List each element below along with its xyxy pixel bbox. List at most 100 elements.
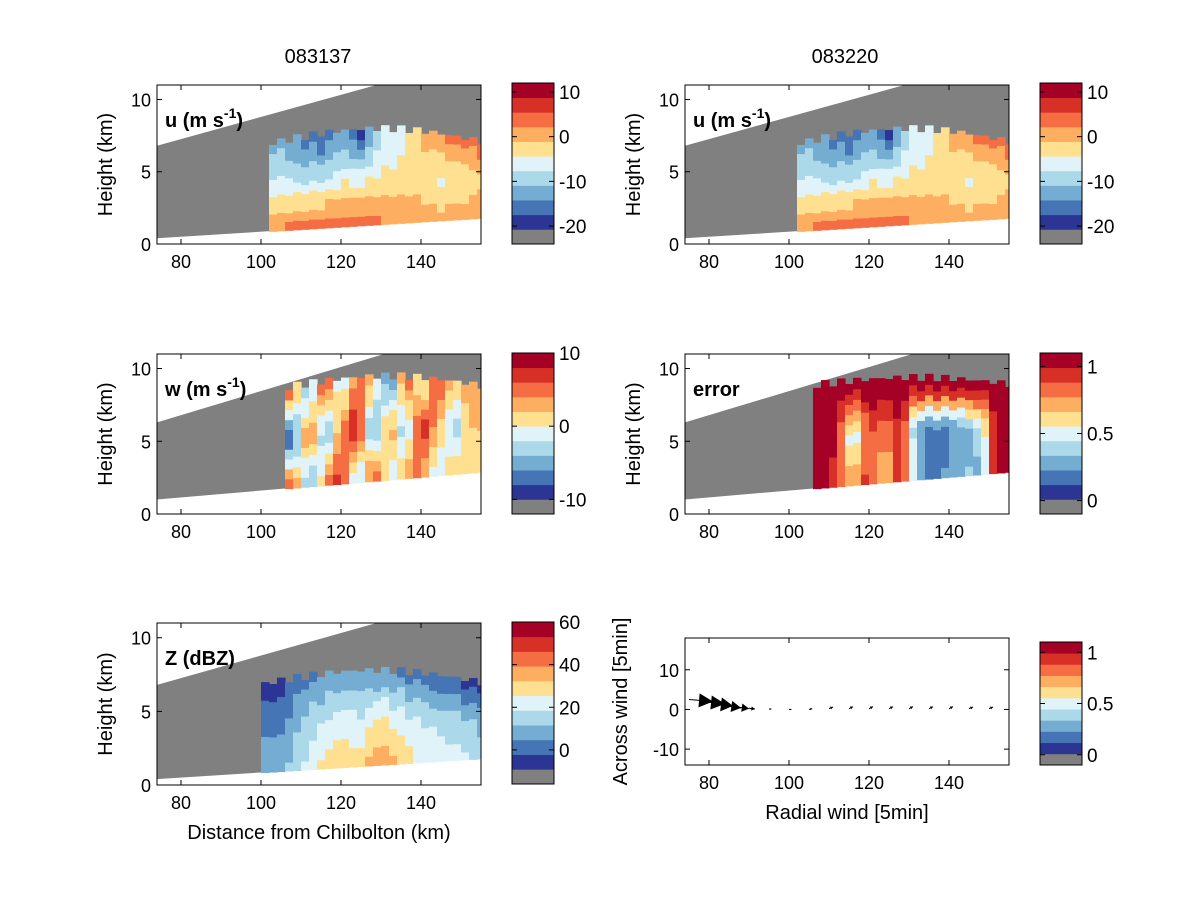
echo-cell	[805, 212, 814, 223]
echo-cell	[293, 172, 302, 183]
echo-cell	[381, 135, 390, 146]
echo-cell	[309, 400, 318, 413]
echo-cell	[861, 474, 870, 486]
echo-cell	[885, 441, 894, 452]
echo-cell	[421, 438, 430, 449]
echo-cell	[437, 186, 446, 196]
echo-cell	[397, 154, 406, 166]
echo-cell	[981, 389, 990, 400]
echo-cell	[421, 399, 430, 410]
echo-cell	[285, 700, 294, 710]
wind-arrow	[769, 708, 772, 710]
echo-cell	[389, 755, 398, 765]
echo-cell	[469, 743, 478, 752]
echo-cell	[805, 166, 814, 176]
echo-cell	[277, 212, 286, 223]
echo-cell	[389, 419, 398, 431]
echo-cell	[405, 728, 414, 738]
echo-cell	[461, 384, 470, 395]
x-tick-label: 120	[854, 773, 884, 793]
echo-cell	[797, 205, 806, 215]
echo-cell	[949, 177, 958, 188]
echo-cell	[453, 436, 462, 447]
column-title-left: 083137	[285, 46, 352, 68]
panel-label: u (m s-1)	[693, 105, 771, 132]
echo-cell	[261, 682, 270, 692]
echo-cell	[309, 189, 318, 201]
echo-cell	[477, 388, 481, 398]
colorbar: 100-10-20	[1039, 82, 1114, 245]
echo-cell	[429, 690, 438, 700]
echo-cell	[301, 148, 310, 159]
echo-cell	[973, 152, 982, 162]
echo-cell	[965, 466, 974, 477]
echo-field	[797, 125, 1009, 232]
echo-cell	[333, 217, 342, 228]
echo-cell	[869, 158, 878, 170]
echo-cell	[277, 743, 286, 754]
echo-cell	[429, 376, 438, 388]
echo-cell	[429, 406, 438, 418]
echo-cell	[341, 690, 350, 701]
echo-cell	[949, 467, 958, 478]
echo-cell	[813, 458, 822, 469]
echo-cell	[373, 728, 382, 739]
echo-cell	[293, 402, 302, 415]
echo-cell	[949, 438, 958, 449]
echo-cell	[333, 142, 342, 153]
echo-cell	[453, 418, 462, 429]
echo-cell	[445, 684, 454, 694]
echo-cell	[829, 157, 838, 168]
echo-cell	[989, 446, 998, 457]
echo-cell	[869, 441, 878, 453]
colorbar-tick-label: 20	[559, 698, 580, 719]
echo-cell	[997, 194, 1006, 204]
echo-cell	[365, 417, 374, 429]
echo-cell	[893, 471, 902, 483]
echo-cell	[453, 152, 462, 162]
echo-cell	[941, 395, 950, 407]
echo-cell	[277, 752, 286, 763]
echo-cell	[901, 215, 910, 226]
echo-cell	[941, 415, 950, 427]
echo-cell	[429, 436, 438, 447]
colorbar-segment	[1040, 709, 1082, 721]
echo-cell	[429, 456, 438, 467]
echo-cell	[909, 164, 918, 176]
echo-cell	[397, 184, 406, 195]
echo-cell	[941, 436, 950, 448]
echo-cell	[269, 179, 278, 189]
echo-cell	[357, 168, 366, 179]
echo-cell	[869, 388, 878, 400]
echo-cell	[285, 399, 294, 411]
echo-cell	[437, 466, 446, 477]
echo-cell	[293, 466, 302, 478]
echo-cell	[333, 463, 342, 475]
echo-cell	[317, 145, 326, 156]
echo-cell	[341, 377, 350, 389]
echo-cell	[389, 187, 398, 197]
echo-cell	[261, 727, 270, 737]
echo-cell	[853, 208, 862, 219]
echo-cell	[821, 201, 830, 212]
echo-cell	[461, 139, 470, 149]
echo-cell	[941, 136, 950, 147]
colorbar-segment	[1040, 141, 1082, 157]
echo-cell	[469, 137, 478, 146]
echo-cell	[293, 702, 302, 714]
echo-cell	[477, 188, 481, 197]
echo-cell	[373, 440, 382, 451]
echo-cell	[341, 441, 350, 453]
echo-cell	[381, 735, 390, 746]
x-axis-label: Radial wind [5min]	[765, 802, 928, 824]
echo-cell	[317, 445, 326, 457]
echo-cell	[845, 455, 854, 467]
echo-cell	[901, 187, 910, 198]
x-tick-label: 140	[934, 773, 964, 793]
echo-cell	[469, 186, 478, 195]
echo-cell	[901, 131, 910, 142]
echo-cell	[1005, 173, 1009, 182]
echo-cell	[989, 437, 998, 448]
echo-cell	[989, 171, 998, 181]
